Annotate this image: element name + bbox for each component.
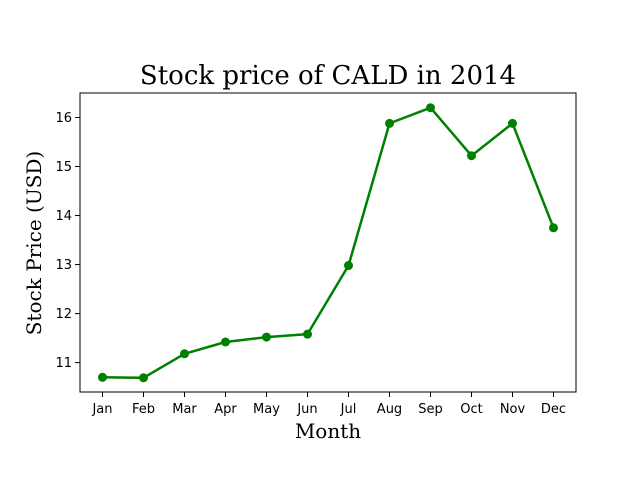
x-tick-label: Apr — [214, 402, 237, 417]
data-point — [98, 372, 107, 382]
data-point — [262, 332, 271, 342]
y-tick-label: 15 — [55, 160, 72, 175]
data-point — [344, 261, 353, 271]
series-line — [102, 106, 555, 380]
data-point — [426, 103, 435, 113]
y-tick-label: 12 — [55, 307, 72, 322]
data-point — [385, 118, 394, 128]
x-tick-label: Nov — [500, 402, 526, 417]
x-tick-label: Feb — [132, 402, 155, 417]
data-point — [221, 337, 230, 347]
x-axis: Jan Feb Mar Apr May Jun Jul Aug Sep Oct Nov Dec — [91, 392, 566, 417]
y-tick-label: 13 — [55, 258, 72, 273]
data-point — [508, 118, 517, 128]
x-tick-label: May — [253, 402, 280, 417]
x-tick-label: Oct — [460, 402, 482, 417]
y-axis-label: Stock Price (USD) — [22, 151, 46, 335]
x-tick-label: Jun — [296, 402, 317, 417]
x-tick-label: Jul — [340, 402, 357, 417]
data-point — [467, 151, 476, 161]
data-point — [303, 329, 312, 339]
y-tick-label: 11 — [55, 356, 72, 371]
data-point — [139, 373, 148, 383]
x-tick-label: Aug — [377, 402, 402, 417]
y-tick-label: 14 — [55, 209, 72, 224]
plot-area — [79, 92, 577, 393]
chart-title: Stock price of CALD in 2014 — [140, 61, 516, 91]
data-point — [549, 223, 558, 233]
series-group — [98, 103, 558, 383]
data-point — [180, 349, 189, 359]
y-tick-label: 16 — [55, 111, 72, 126]
y-axis: 11 12 13 14 15 16 — [55, 111, 80, 371]
x-tick-label: Sep — [418, 402, 443, 417]
x-tick-label: Dec — [541, 402, 566, 417]
x-tick-label: Jan — [91, 402, 112, 417]
x-axis-label: Month — [295, 419, 361, 443]
x-tick-label: Mar — [172, 402, 197, 417]
